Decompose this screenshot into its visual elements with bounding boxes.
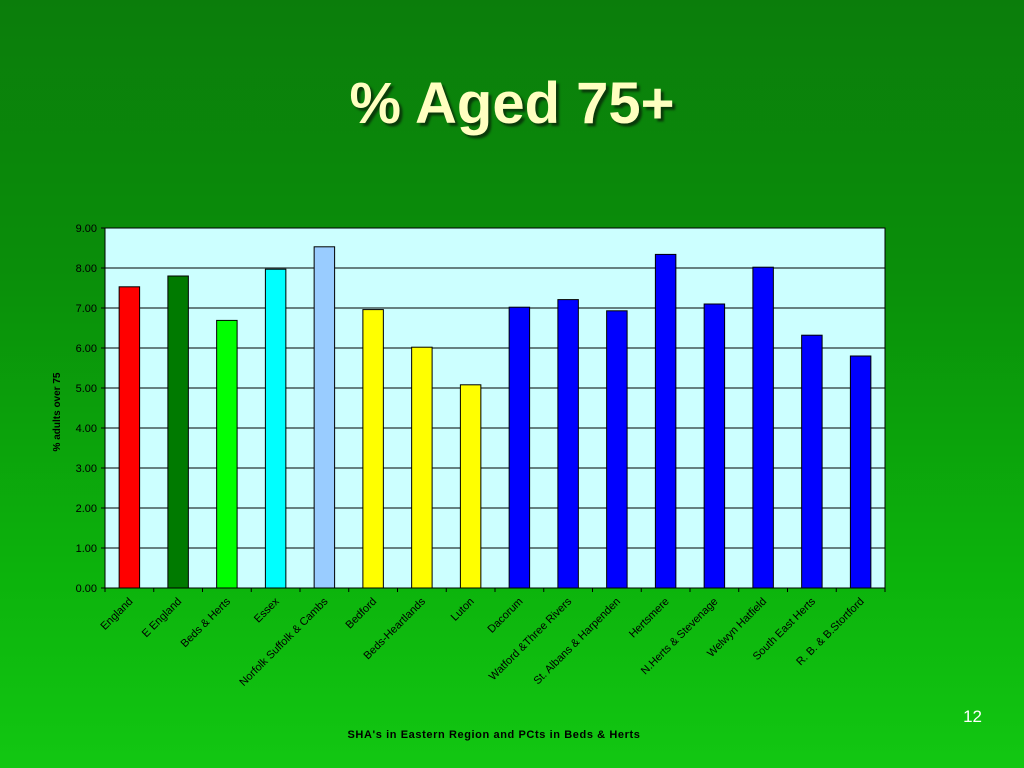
x-tick-label: Essex xyxy=(252,595,282,625)
y-tick-label: 3.00 xyxy=(76,463,97,475)
bar xyxy=(801,334,823,589)
bar xyxy=(459,384,482,589)
bar xyxy=(654,253,677,589)
bars xyxy=(118,246,872,589)
y-tick-label: 8.00 xyxy=(76,263,97,275)
y-axis-label: % adults over 75 xyxy=(52,372,63,451)
bar xyxy=(557,299,579,589)
x-tick-label: E England xyxy=(140,596,184,640)
bar xyxy=(362,309,384,589)
x-tick-label: England xyxy=(98,596,135,633)
bar xyxy=(313,246,336,589)
y-tick-label: 2.00 xyxy=(76,503,97,515)
x-tick-label: Dacorum xyxy=(485,596,525,636)
y-tick-label: 5.00 xyxy=(76,383,97,395)
y-axis-ticks: 0.00 1.00 2.00 3.00 4.00 5.00 6.00 7.00 8.00 9.00 xyxy=(76,223,105,595)
slide-title: % Aged 75+ xyxy=(349,71,675,136)
bar xyxy=(606,310,628,589)
bar xyxy=(508,306,531,589)
x-tick-label: St. Albans & Harpenden xyxy=(531,596,623,688)
y-tick-label: 9.00 xyxy=(76,223,97,235)
bar xyxy=(118,286,141,589)
bar xyxy=(411,346,433,589)
slide-number: 12 xyxy=(963,707,982,726)
x-tick-label: Hertsmere xyxy=(627,596,672,641)
y-tick-label: 0.00 xyxy=(76,583,97,595)
bar xyxy=(264,268,287,589)
bar xyxy=(752,266,774,589)
y-tick-label: 6.00 xyxy=(76,343,97,355)
x-tick-label: Norfolk Suffolk & Cambs xyxy=(237,595,330,688)
bar xyxy=(167,275,189,589)
x-tick-label: Bedford xyxy=(344,596,380,632)
bar xyxy=(216,319,238,589)
x-axis-label: SHA's in Eastern Region and PCts in Beds… xyxy=(347,729,640,741)
x-tick-label: Luton xyxy=(449,596,477,624)
y-tick-label: 4.00 xyxy=(76,423,97,435)
y-tick-label: 7.00 xyxy=(76,303,97,315)
x-tick-label: Watford &Three Rivers xyxy=(487,595,575,683)
y-tick-label: 1.00 xyxy=(76,543,97,555)
x-tick-label: Beds & Herts xyxy=(179,595,234,650)
bar xyxy=(703,303,726,589)
bar xyxy=(849,355,872,589)
